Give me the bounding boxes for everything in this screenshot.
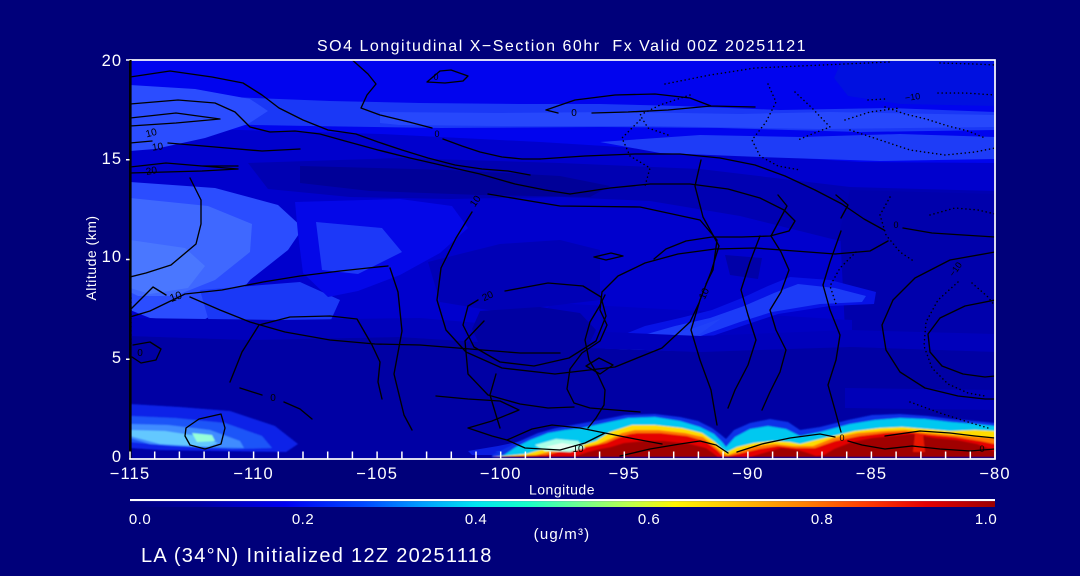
svg-text:10: 10 [145, 127, 159, 140]
svg-text:−90: −90 [732, 465, 764, 483]
svg-text:10: 10 [572, 444, 584, 455]
svg-text:0: 0 [112, 448, 122, 466]
svg-text:LA (34°N) Initialized 12Z 2025: LA (34°N) Initialized 12Z 20251118 [141, 545, 493, 567]
svg-text:0: 0 [433, 72, 438, 82]
svg-text:0: 0 [270, 393, 276, 404]
svg-text:−100: −100 [480, 465, 522, 483]
svg-text:10: 10 [168, 289, 184, 304]
svg-text:20: 20 [102, 52, 122, 70]
svg-text:0.2: 0.2 [292, 511, 314, 528]
svg-text:5: 5 [112, 349, 122, 367]
svg-text:0: 0 [893, 220, 898, 230]
svg-text:20: 20 [481, 289, 496, 304]
svg-text:(ug/m³): (ug/m³) [534, 526, 591, 543]
svg-text:−80: −80 [979, 465, 1011, 483]
svg-text:0: 0 [979, 444, 984, 454]
svg-text:Longitude: Longitude [529, 482, 595, 498]
svg-text:SO4 Longitudinal X−Section 60h: SO4 Longitudinal X−Section 60hr Fx Valid… [317, 38, 807, 55]
svg-text:−110: −110 [233, 465, 274, 483]
svg-text:20: 20 [145, 165, 158, 178]
svg-text:0.8: 0.8 [811, 511, 833, 528]
svg-text:10: 10 [697, 286, 712, 301]
svg-text:0: 0 [434, 129, 439, 139]
svg-text:10: 10 [151, 141, 164, 154]
svg-text:−115: −115 [110, 465, 151, 483]
svg-text:15: 15 [102, 150, 122, 168]
svg-text:−85: −85 [856, 465, 888, 483]
svg-text:−95: −95 [608, 465, 640, 483]
svg-text:0.0: 0.0 [129, 511, 151, 528]
svg-text:0: 0 [571, 108, 577, 119]
svg-text:0.4: 0.4 [465, 511, 487, 528]
svg-text:0: 0 [839, 433, 844, 443]
svg-text:−10: −10 [904, 91, 921, 103]
svg-text:10: 10 [102, 248, 122, 266]
svg-text:Altitude (km): Altitude (km) [83, 215, 99, 300]
svg-text:1.0: 1.0 [975, 511, 997, 528]
svg-text:0: 0 [137, 348, 143, 359]
svg-text:−105: −105 [356, 465, 398, 483]
svg-text:0.6: 0.6 [638, 511, 660, 528]
